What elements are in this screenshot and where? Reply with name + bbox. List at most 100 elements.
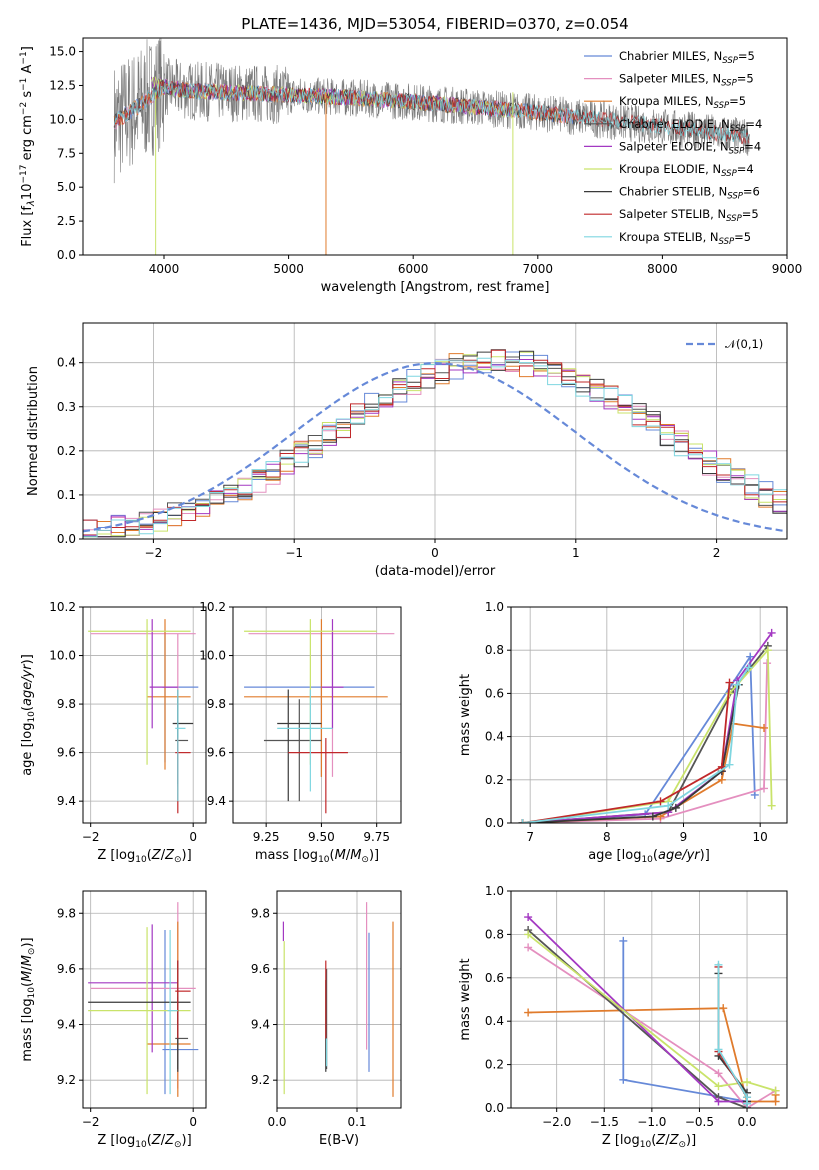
x-tick-label: −1.5 [590, 1115, 619, 1129]
y-tick-label: 0.1 [57, 488, 76, 502]
x-tick-label: 9.50 [308, 830, 335, 844]
x-tick-label: 6000 [398, 262, 429, 276]
y-tick-label: 0.2 [485, 1058, 504, 1072]
error-bar-point [90, 902, 196, 1089]
legend-subscript: SSP [714, 101, 730, 111]
y-axis-label: Normed distribution [26, 366, 41, 496]
y-tick-label: 9.4 [207, 794, 226, 808]
x-tick-label: 10 [753, 830, 768, 844]
x-tick-label: 4000 [149, 262, 180, 276]
mass-weight-marker [763, 646, 772, 655]
axes-frame [82, 606, 207, 824]
x-tick-label: −1.0 [637, 1115, 666, 1129]
mass-weight-series [518, 663, 753, 823]
y-tick-label: 10.0 [199, 649, 226, 663]
x-tick-label: 0 [189, 830, 197, 844]
y-axis-label: mass weight [458, 958, 473, 1040]
x-tick-label: −2 [82, 1115, 100, 1129]
x-tick-label: 0.0 [737, 1115, 756, 1129]
mass-weight-series [518, 678, 734, 823]
mass-weight-marker [518, 819, 527, 823]
error-bar-point [288, 738, 348, 814]
mass-weight-series [518, 628, 776, 823]
age-vs-mass-panel: 9.25 9.50 9.75 9.4 9.6 9.8 10.0 10.2 mass [log10… [199, 600, 402, 865]
error-bar-point [88, 960, 191, 1072]
mass-weight-marker [714, 1069, 723, 1078]
x-tick-label: 7000 [523, 262, 554, 276]
error-bar-point [162, 929, 199, 1095]
y-tick-label: 9.8 [207, 697, 226, 711]
y-tick-label: 0.4 [485, 1014, 504, 1028]
legend-value: =4 [745, 117, 762, 131]
y-tick-label: 9.8 [57, 697, 76, 711]
error-bar-point [244, 619, 388, 777]
mass-weight-marker [767, 628, 776, 637]
mass-weight-marker [714, 1045, 723, 1054]
y-tick-label: 9.6 [207, 746, 226, 760]
error-bar-point [147, 921, 191, 1097]
legend-label: Chabrier MILES, NSSP=5 [619, 49, 755, 66]
legend-subscript: SSP [719, 237, 735, 247]
plot-area [88, 619, 199, 814]
error-bar-point [167, 929, 178, 1095]
mass-weight-line [522, 682, 731, 823]
axes-frame [232, 606, 402, 824]
y-tick-label: 7.5 [57, 146, 76, 160]
legend-value: =4 [744, 139, 761, 153]
legend-subscript: SSP [722, 56, 738, 66]
x-tick-label: 2 [713, 546, 721, 560]
mass-weight-series [714, 960, 752, 1108]
error-bar-point [277, 689, 322, 802]
x-axis-label: mass [log10(M/M⊙)] [255, 848, 379, 865]
legend: Chabrier MILES, NSSP=5 Salpeter MILES, NS… [584, 49, 762, 247]
x-tick-label: 9.75 [363, 830, 390, 844]
mass-weight-marker [744, 663, 753, 672]
y-tick-label: 9.4 [251, 1018, 270, 1032]
x-tick-label: 9.25 [253, 830, 280, 844]
legend-label: Kroupa ELODIE, NSSP=4 [619, 162, 754, 179]
y-tick-label: 1.0 [485, 600, 504, 614]
y-tick-label: 10.0 [49, 112, 76, 126]
legend-subscript: SSP [721, 79, 737, 89]
x-tick-label: −2 [82, 830, 100, 844]
y-tick-label: 0.0 [485, 816, 504, 830]
legend-value: =5 [737, 72, 754, 86]
x-axis-label: Z [log10(Z/Z⊙)] [602, 1133, 696, 1150]
y-tick-label: 10.0 [49, 649, 76, 663]
axes-frame [510, 606, 788, 824]
mass-weight-marker [743, 1077, 752, 1086]
y-tick-label: 9.2 [57, 1073, 76, 1087]
x-tick-label: 8000 [647, 262, 678, 276]
x-axis-label: Z [log10(Z/Z⊙)] [97, 848, 191, 865]
legend-subscript: SSP [726, 214, 742, 224]
legend-label: Chabrier ELODIE, NSSP=4 [619, 117, 762, 134]
error-bar-point [263, 699, 322, 802]
y-tick-label: 10.2 [199, 600, 226, 614]
mass-weight-line [522, 632, 773, 823]
mass-weight-marker [746, 652, 755, 661]
legend-label: Kroupa STELIB, NSSP=5 [619, 230, 751, 247]
mass-weight-marker [524, 913, 533, 922]
mass-weight-marker [763, 659, 772, 668]
y-tick-label: 9.4 [57, 1018, 76, 1032]
y-tick-label: 15.0 [49, 45, 76, 59]
axes-frame [82, 37, 788, 256]
mass-weight-series [524, 930, 780, 1095]
x-axis-label: (data-model)/error [375, 564, 496, 579]
y-tick-label: 9.8 [57, 906, 76, 920]
error-bar-point [90, 633, 196, 787]
residual-histogram-panel: −2 −1 0 1 2 0.0 0.1 0.2 0.3 0.4 (data-model)/error… [26, 322, 788, 579]
plot-area [524, 913, 780, 1108]
mass-weight-marker [771, 1086, 780, 1095]
y-tick-label: 0.6 [485, 971, 504, 985]
y-tick-label: 5.0 [57, 180, 76, 194]
y-axis-label: age [log10(age/yr)] [20, 654, 37, 776]
legend-subscript: SSP [721, 169, 737, 179]
massweight-vs-age-panel: 7 8 9 10 0.0 0.2 0.4 0.6 0.8 1.0 age [log10(age/yr… [458, 600, 788, 865]
y-tick-label: 0.0 [57, 532, 76, 546]
model-spectrum-line [113, 80, 750, 143]
mass-weight-line [522, 653, 756, 823]
mass-weight-marker [760, 723, 768, 732]
y-tick-label: 10.2 [49, 600, 76, 614]
